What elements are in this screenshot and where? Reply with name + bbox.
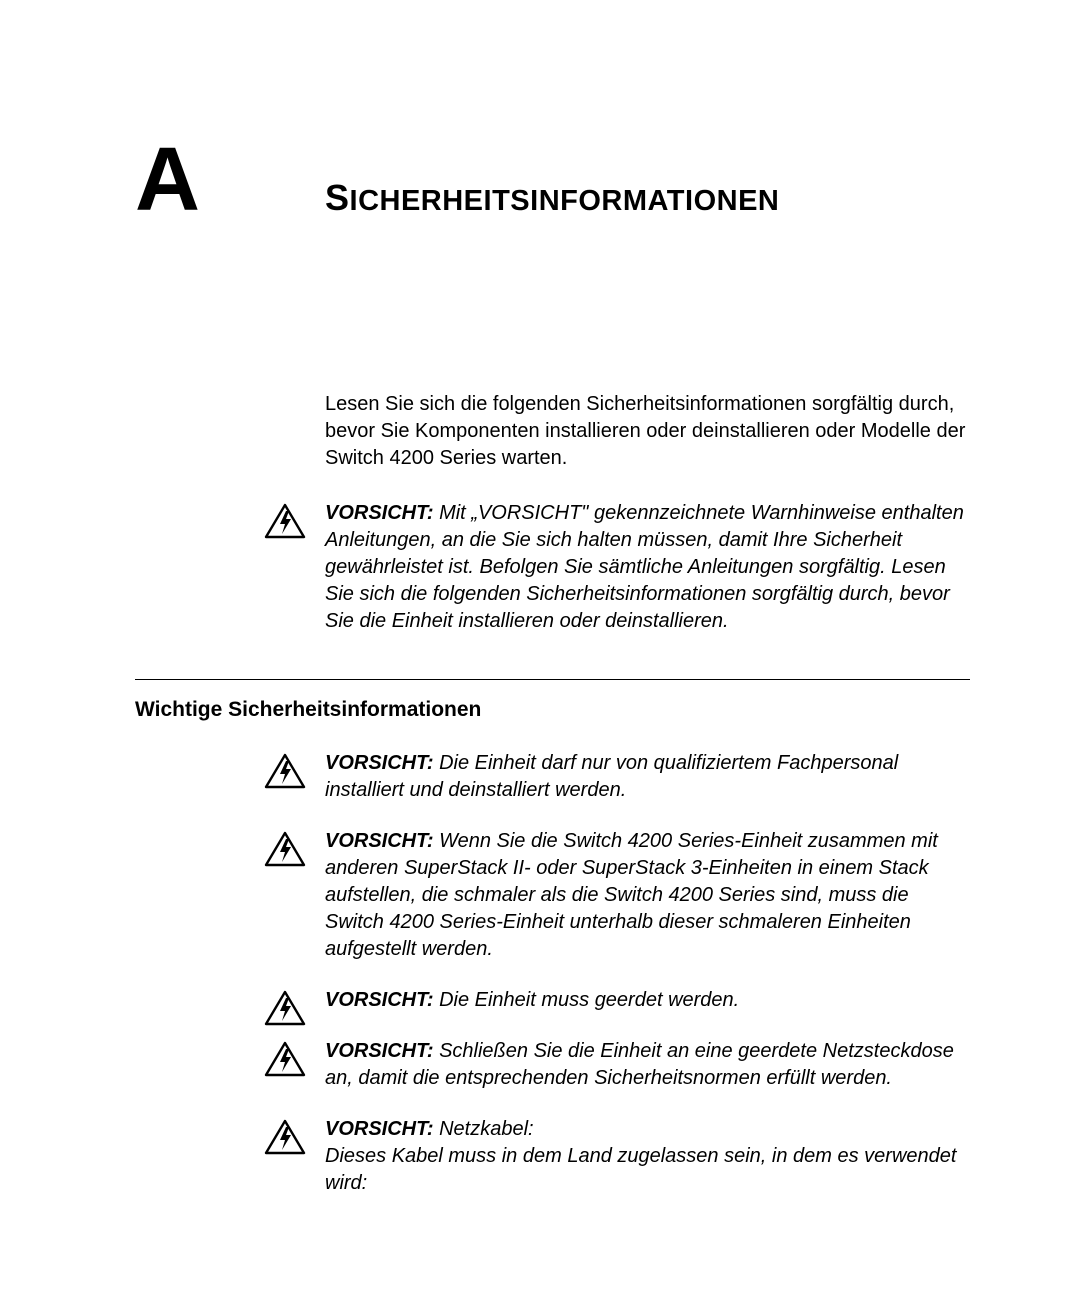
warning-body: Netzkabel:: [434, 1118, 534, 1140]
warning-item: VORSICHT: Wenn Sie die Switch 4200 Serie…: [325, 828, 970, 963]
hazard-icon: [263, 989, 307, 1027]
warning-lead: VORSICHT:: [325, 502, 434, 524]
warning-text: VORSICHT: Netzkabel: Dieses Kabel muss in…: [325, 1116, 970, 1197]
warning-text: VORSICHT: Wenn Sie die Switch 4200 Serie…: [325, 828, 970, 963]
warning-body: Die Einheit muss geerdet werden.: [434, 989, 740, 1011]
warning-item: VORSICHT: Die Einheit darf nur von quali…: [325, 750, 970, 804]
warning-lead: VORSICHT:: [325, 752, 434, 774]
intro-block: Lesen Sie sich die folgenden Sicherheits…: [325, 391, 970, 635]
warning-text: VORSICHT: Die Einheit darf nur von quali…: [325, 750, 970, 804]
warning-item: VORSICHT: Die Einheit muss geerdet werde…: [325, 987, 970, 1014]
hazard-icon: [263, 752, 307, 790]
hazard-icon: [263, 502, 307, 540]
warning-text: VORSICHT: Mit „VORSICHT" gekennzeichnete…: [325, 500, 970, 635]
warning-lead: VORSICHT:: [325, 1040, 434, 1062]
warning-item: VORSICHT: Schließen Sie die Einheit an e…: [325, 1038, 970, 1092]
warning-lead: VORSICHT:: [325, 830, 434, 852]
appendix-title: SICHERHEITSINFORMATIONEN: [325, 177, 779, 219]
warning-item: VORSICHT: Netzkabel: Dieses Kabel muss in…: [325, 1116, 970, 1197]
appendix-letter: A: [135, 140, 325, 221]
warning-text: VORSICHT: Schließen Sie die Einheit an e…: [325, 1038, 970, 1092]
warning-lead: VORSICHT:: [325, 1118, 434, 1140]
appendix-header: A SICHERHEITSINFORMATIONEN: [135, 140, 970, 221]
warnings-list: VORSICHT: Die Einheit darf nur von quali…: [325, 750, 970, 1197]
top-warning: VORSICHT: Mit „VORSICHT" gekennzeichnete…: [325, 500, 970, 635]
warning-text: VORSICHT: Die Einheit muss geerdet werde…: [325, 987, 970, 1014]
section-divider: [135, 679, 970, 680]
page: A SICHERHEITSINFORMATIONEN Lesen Sie sic…: [0, 0, 1080, 1197]
hazard-icon: [263, 1040, 307, 1078]
intro-text: Lesen Sie sich die folgenden Sicherheits…: [325, 391, 970, 472]
hazard-icon: [263, 1118, 307, 1156]
hazard-icon: [263, 830, 307, 868]
section-heading: Wichtige Sicherheitsinformationen: [135, 698, 970, 722]
warning-lead: VORSICHT:: [325, 989, 434, 1011]
warning-continuation: Dieses Kabel muss in dem Land zugelassen…: [325, 1145, 956, 1194]
